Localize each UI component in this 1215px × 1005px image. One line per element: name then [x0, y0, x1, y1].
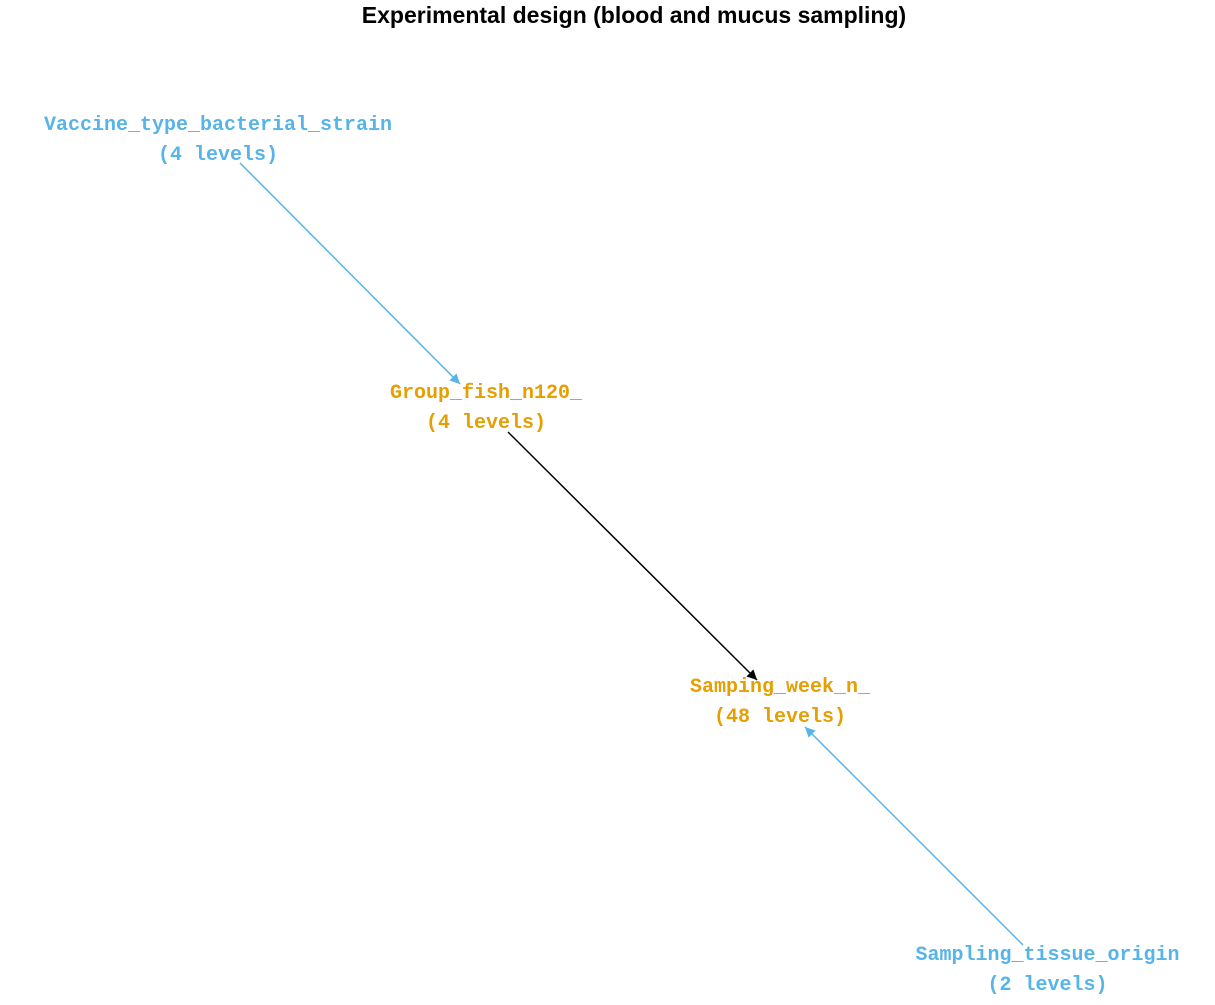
node-group-fish: Group_fish_n120_ (4 levels) — [356, 379, 616, 439]
node-sampling-tissue: Sampling_tissue_origin (2 levels) — [880, 941, 1215, 1001]
node-sampling-week-name: Samping_week_n_ — [689, 676, 871, 699]
node-vaccine-type-levels: (4 levels) — [157, 144, 279, 167]
node-group-fish-name: Group_fish_n120_ — [389, 382, 583, 405]
node-sampling-week: Samping_week_n_ (48 levels) — [655, 673, 905, 733]
node-vaccine-type-name: Vaccine_type_bacterial_strain — [43, 114, 393, 137]
edge-vaccine-to-group — [239, 162, 461, 385]
node-vaccine-type: Vaccine_type_bacterial_strain (4 levels) — [0, 111, 436, 171]
node-group-fish-levels: (4 levels) — [425, 412, 547, 435]
edge-group-to-week — [507, 431, 758, 681]
edge-tissue-to-week — [804, 726, 1024, 946]
diagram-title: Experimental design (blood and mucus sam… — [361, 2, 907, 28]
node-sampling-tissue-levels: (2 levels) — [987, 974, 1108, 997]
node-sampling-tissue-name: Sampling_tissue_origin — [915, 944, 1180, 967]
node-sampling-week-levels: (48 levels) — [713, 706, 847, 729]
